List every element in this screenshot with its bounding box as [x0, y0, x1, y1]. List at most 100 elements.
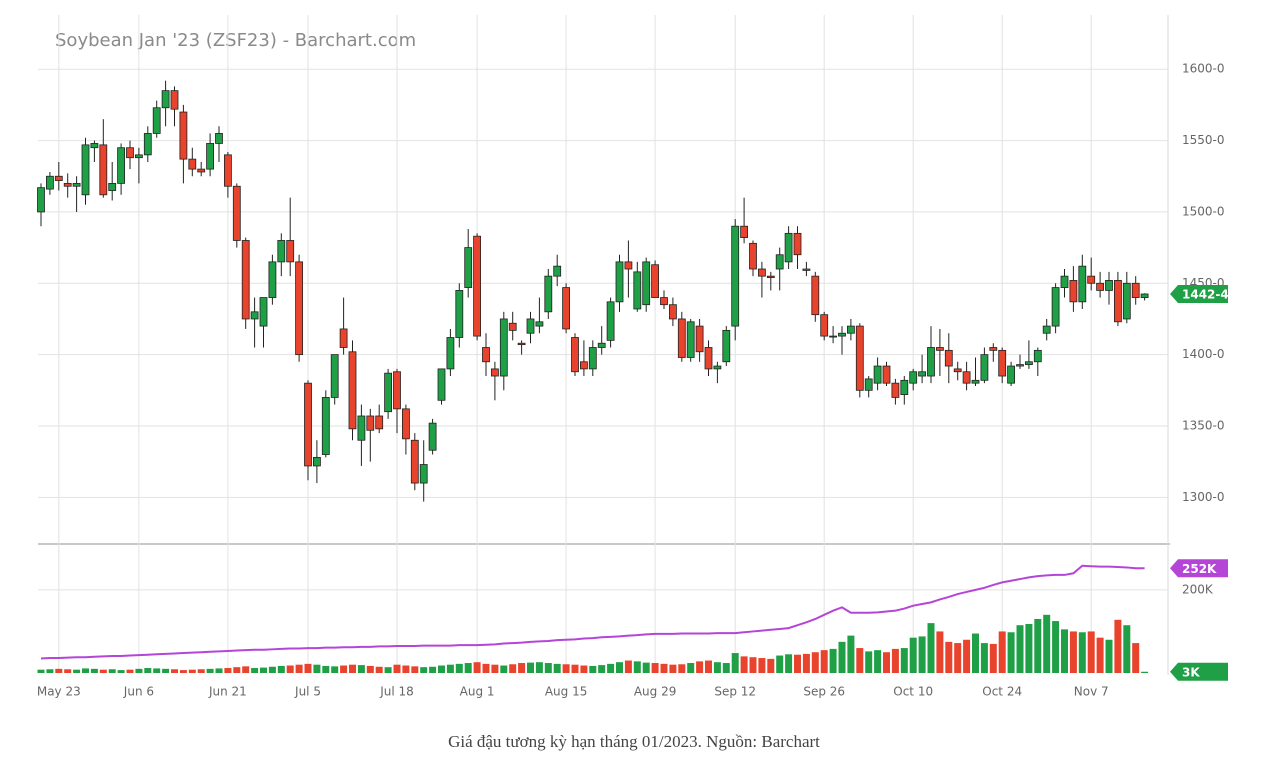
volume-bar: [749, 657, 757, 673]
open-interest-line: [40, 564, 1145, 660]
y-tick-label: 1350-0: [1182, 418, 1225, 432]
candle-body: [375, 415, 384, 430]
candle-body: [606, 301, 615, 341]
candle-body: [464, 247, 473, 288]
volume-bar: [1123, 625, 1131, 673]
candle-body: [1122, 282, 1131, 320]
y-tick-label: 1500-0: [1182, 204, 1225, 218]
candle-body: [1069, 280, 1078, 303]
candle-body: [891, 382, 900, 398]
volume-bar: [1141, 671, 1149, 673]
volume-bar: [1061, 629, 1068, 673]
volume-bar: [945, 641, 953, 673]
volume-bar: [1025, 623, 1033, 673]
volume-bar: [126, 669, 134, 673]
candle-body: [410, 439, 419, 484]
x-tick-label: Oct 24: [982, 685, 1022, 699]
volume-bar: [304, 663, 312, 673]
candle-body: [758, 268, 766, 277]
volume-bar: [402, 665, 410, 673]
candle-body: [660, 297, 668, 306]
volume-bar: [438, 665, 445, 673]
volume-bar: [527, 662, 534, 673]
volume-bar: [1007, 632, 1015, 673]
candle-body: [811, 275, 820, 316]
candle-body: [1114, 280, 1122, 323]
candle-body: [1105, 280, 1113, 291]
volume-bar: [446, 664, 454, 673]
candle-body: [642, 261, 651, 306]
candle-body: [223, 154, 232, 187]
volume-bar: [206, 668, 214, 673]
candle-body: [1033, 349, 1042, 363]
volume-bar: [55, 668, 63, 673]
candle-body: [900, 379, 909, 395]
volume-bar: [633, 661, 641, 673]
volume-bar: [108, 669, 116, 673]
y-tick-label: 1300-0: [1182, 490, 1225, 504]
volume-bar: [251, 668, 259, 673]
candle-body: [277, 240, 286, 263]
volume-bar: [998, 631, 1006, 673]
candle-body: [624, 261, 633, 270]
candle-body: [1060, 275, 1069, 288]
volume-bar: [393, 664, 401, 673]
candle-body: [339, 328, 348, 348]
candle-body: [838, 332, 846, 337]
volume-bar: [696, 661, 704, 673]
volume-bar: [651, 663, 659, 673]
volume-bar: [669, 664, 677, 673]
candle-body: [126, 147, 134, 159]
volume-bar: [1132, 643, 1140, 673]
candle-body: [419, 464, 428, 484]
volume-bar: [286, 665, 294, 673]
volume-bar: [802, 653, 810, 673]
candle-body: [580, 361, 588, 370]
volume-bar: [972, 633, 979, 673]
volume-bar: [73, 669, 81, 673]
candle-body: [784, 232, 793, 263]
candle-body: [366, 415, 375, 431]
volume-bar: [420, 667, 428, 673]
volume-bar: [242, 666, 250, 673]
volume-bar: [473, 662, 481, 673]
volume-bar: [847, 635, 855, 673]
candle-body: [544, 275, 553, 313]
y-tick-label: 1400-0: [1182, 347, 1225, 361]
volume-bar: [660, 663, 668, 673]
volume-bar: [918, 636, 926, 673]
volume-bar: [455, 663, 463, 673]
candle-body: [134, 154, 143, 159]
volume-bar: [340, 665, 348, 673]
volume-bar: [322, 665, 330, 673]
volume-bar: [678, 664, 686, 673]
candle-body: [669, 304, 677, 320]
volume-bar: [1114, 619, 1122, 673]
candle-body: [37, 187, 45, 213]
candle-body: [473, 235, 482, 337]
candle-body: [740, 225, 748, 239]
volume-bar: [179, 670, 187, 673]
candle-body: [820, 314, 829, 337]
volume-bar: [598, 665, 606, 673]
candle-body: [99, 144, 108, 196]
candle-body: [1131, 282, 1140, 298]
volume-bar: [64, 669, 72, 673]
candle-body: [677, 318, 686, 358]
volume-bar: [838, 641, 846, 673]
volume-bar: [82, 668, 89, 673]
volume-bar: [366, 665, 374, 673]
volume-bar: [233, 667, 241, 673]
volume-bar: [1069, 631, 1077, 673]
volume-bar: [1034, 618, 1042, 673]
volume-bar: [268, 666, 276, 673]
volume-bar: [162, 668, 170, 673]
volume-bar: [874, 650, 882, 673]
volume-bar: [820, 650, 828, 673]
candle-body: [437, 368, 446, 401]
candle-body: [348, 351, 357, 430]
volume-bar: [1043, 614, 1051, 673]
volume-bar: [331, 666, 339, 673]
volume-bar: [464, 663, 472, 673]
